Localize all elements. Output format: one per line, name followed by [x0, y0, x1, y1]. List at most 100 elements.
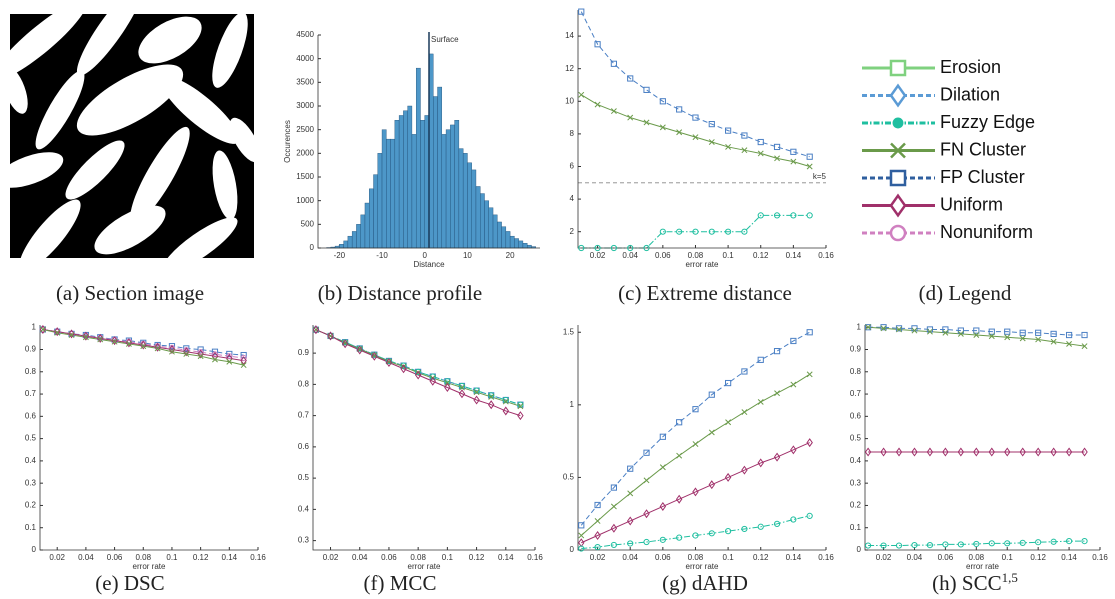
y-tick-label: 0.3 [850, 478, 862, 487]
marker [97, 336, 104, 343]
x-tick-label: 0.06 [381, 553, 397, 562]
legend-label: Nonuniform [940, 222, 1033, 242]
marker [1081, 447, 1088, 457]
marker [594, 518, 601, 524]
marker [757, 523, 764, 530]
marker [1066, 340, 1073, 347]
bar [415, 67, 421, 249]
marker [212, 356, 218, 363]
marker [889, 83, 907, 108]
marker [708, 139, 715, 145]
y-tick-label: 0.6 [25, 411, 37, 420]
y-tick-label: 0.4 [850, 456, 862, 465]
marker [473, 389, 480, 396]
y-tick-label: 0.9 [850, 345, 862, 354]
marker [594, 543, 601, 551]
marker [487, 400, 495, 410]
x-tick-label: 0.16 [818, 553, 834, 562]
y-tick-label: 0.4 [25, 456, 37, 465]
marker [627, 490, 634, 497]
marker [741, 368, 748, 375]
marker [988, 447, 995, 457]
bar [433, 96, 438, 249]
marker [1081, 331, 1088, 339]
marker [594, 244, 601, 252]
marker [1019, 335, 1026, 342]
x-tick-label: 0.16 [1092, 553, 1108, 562]
marker [774, 155, 781, 162]
marker [594, 530, 601, 540]
y-tick-label: 2 [570, 227, 575, 236]
y-tick-label: 6 [570, 162, 575, 171]
y-tick-label: 8 [570, 129, 575, 138]
legend-label: Fuzzy Edge [940, 112, 1035, 132]
marker [517, 401, 524, 408]
bar [411, 134, 417, 249]
marker [226, 353, 233, 360]
marker [725, 127, 732, 134]
marker [725, 528, 732, 535]
x-tick-label: 0.16 [250, 553, 266, 562]
bar [398, 115, 404, 249]
marker [414, 370, 422, 380]
marker [773, 212, 781, 219]
y-tick-label: 0.5 [850, 434, 862, 443]
marker [790, 337, 797, 345]
x-tick-label: 0.04 [352, 553, 368, 562]
marker [692, 114, 699, 121]
bar [407, 105, 413, 249]
marker [676, 106, 683, 113]
marker [610, 60, 617, 67]
marker [459, 384, 465, 391]
marker [1050, 447, 1057, 457]
marker [473, 395, 480, 405]
marker [594, 101, 601, 108]
panel-caption: (c) Extreme distance [618, 281, 792, 305]
marker [708, 121, 715, 128]
y-tick-label: 0 [32, 545, 37, 554]
bar [360, 214, 366, 249]
caption-superscript: 1,5 [1002, 570, 1018, 585]
x-tick-label: 0.02 [590, 251, 606, 260]
marker [773, 452, 781, 462]
legend-label: Dilation [940, 84, 1000, 104]
y-axis-label: Occurences [283, 120, 292, 163]
chart: 0 0.1 0.2 0.3 0.4 0.5 0.6 0.7 0.8 0.9 1 0.02 0.04 0.0… [850, 322, 1108, 571]
marker [627, 244, 634, 252]
marker [610, 108, 617, 115]
marker [988, 328, 995, 335]
y-tick-label: 0.7 [25, 389, 37, 398]
marker [154, 345, 161, 352]
marker [957, 330, 964, 337]
marker [111, 338, 118, 345]
marker [806, 329, 813, 336]
x-tick-label: 0.1 [442, 553, 454, 562]
bar [364, 202, 370, 249]
marker [676, 534, 683, 541]
marker [197, 349, 204, 359]
series-line [868, 326, 1085, 336]
bar [484, 200, 489, 249]
marker [327, 331, 334, 341]
marker [356, 345, 363, 355]
chart: 0 500 1000 1500 2000 2500 3000 3500 4000 4500 -20 -… [283, 30, 540, 269]
y-tick-label: 0.9 [25, 345, 37, 354]
x-tick-label: 0.04 [907, 553, 923, 562]
section-image [10, 14, 254, 258]
marker [168, 348, 175, 355]
chart: 2 4 6 8 10 12 14 0.02 0.04 0.06 0.08 0.1 0.12 0.14 0.1… [565, 10, 834, 269]
chart: 0 0.5 1 1.5 0.02 0.04 0.06 0.08 0.1 0.12 0.14 0.16 e… [563, 325, 834, 571]
series-line [580, 11, 810, 158]
y-tick-label: 0.6 [298, 442, 310, 451]
marker [626, 516, 634, 526]
series-line [315, 329, 521, 417]
y-tick-label: 500 [301, 219, 315, 228]
axes [577, 325, 826, 551]
panel-caption: (b) Distance profile [318, 281, 482, 305]
marker [1035, 336, 1042, 343]
marker [643, 449, 650, 456]
y-tick-label: 0.7 [298, 411, 310, 420]
marker [578, 8, 585, 15]
x-tick-label: 0.14 [222, 553, 238, 562]
